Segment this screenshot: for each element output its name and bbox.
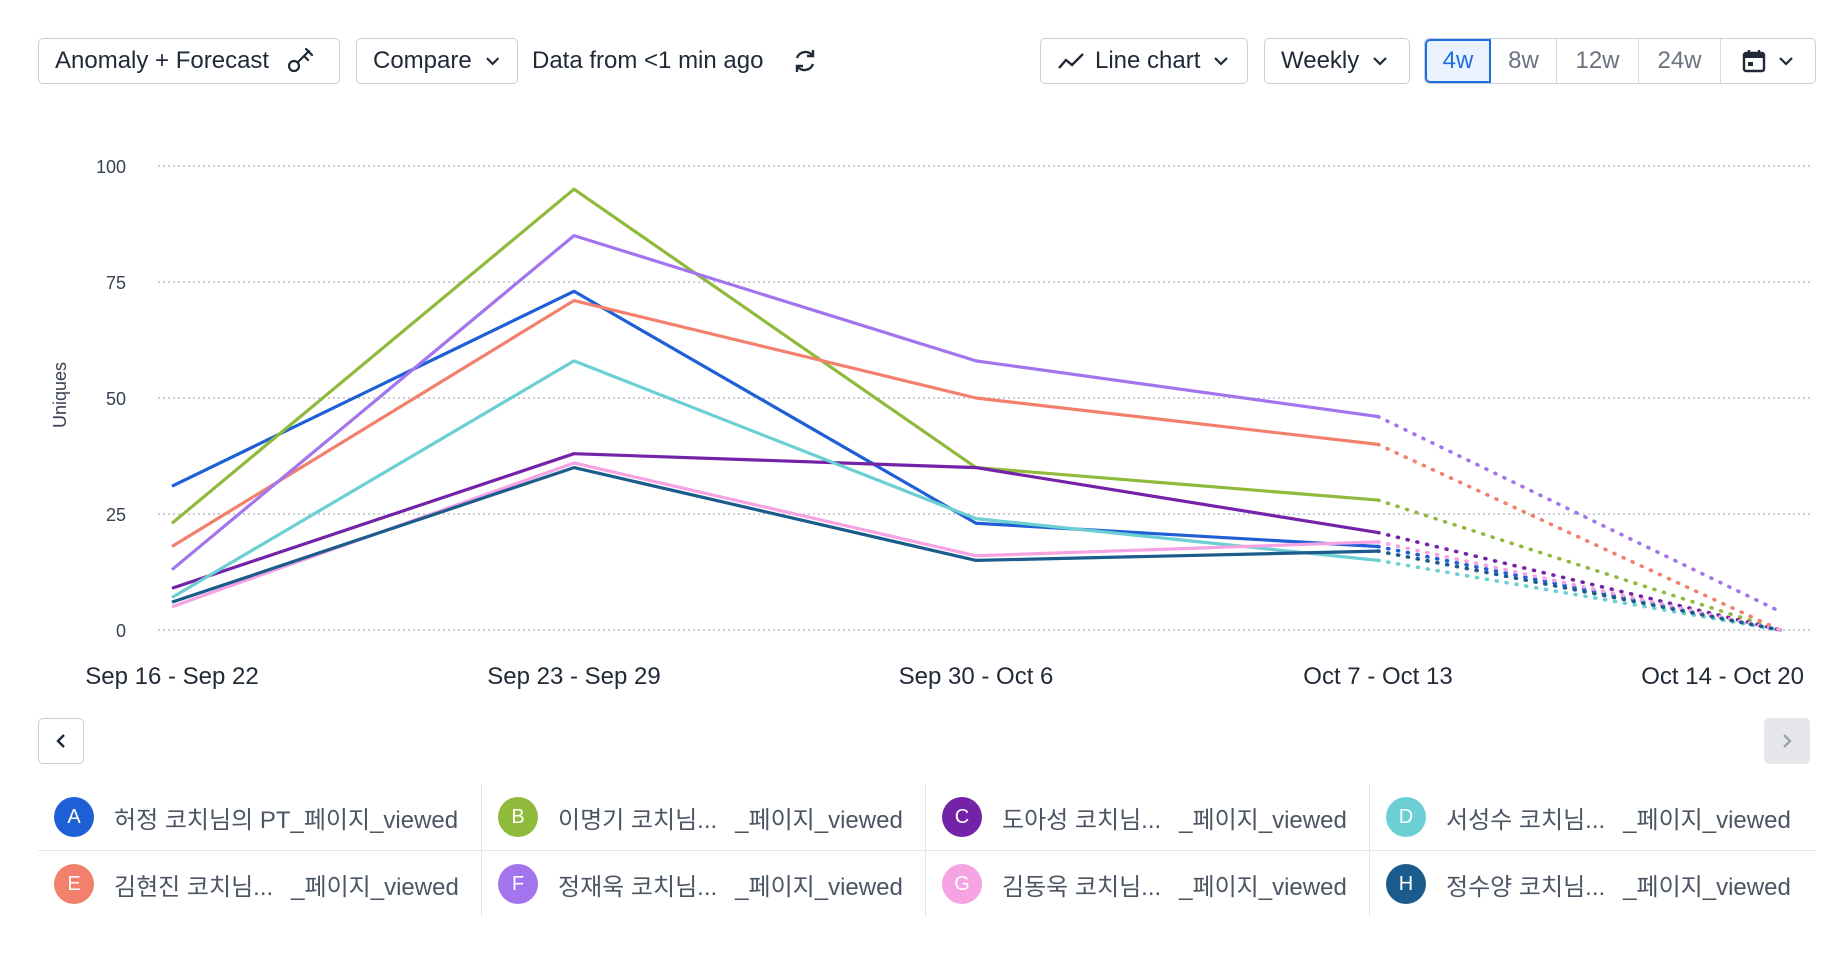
series-name: 허정 코치님의 PT_페이지_viewed	[114, 806, 459, 834]
prev-page-button[interactable]	[38, 718, 84, 764]
forecast-line-h	[1376, 549, 1782, 632]
line-chart: 0 25 50 75 100 Uniques Sep 16 - Sep 22 Sep 23…	[50, 157, 1810, 690]
series-badge: D	[1386, 797, 1426, 837]
chevron-right-icon	[1783, 734, 1792, 748]
anomaly-forecast-label: Anomaly + Forecast	[55, 47, 270, 74]
range-8w[interactable]: 8w	[1491, 39, 1557, 83]
series-suffix: _페이지_viewed	[291, 873, 459, 901]
y-axis-label: Uniques	[50, 362, 70, 428]
x-tick-label: Sep 23 - Sep 29	[487, 663, 660, 690]
x-tick-label: Oct 7 - Oct 13	[1303, 663, 1452, 690]
legend-item-h[interactable]: H 정수양 코치님... _페이지_viewed	[1370, 851, 1814, 917]
interval-dropdown[interactable]: Weekly	[1264, 38, 1410, 84]
forecast-line-f	[1376, 414, 1782, 614]
calendar-icon	[1742, 50, 1766, 73]
chart-type-dropdown[interactable]: Line chart	[1040, 38, 1248, 84]
legend-item-a[interactable]: A 허정 코치님의 PT_페이지_viewed	[38, 784, 482, 850]
series-suffix: _페이지_viewed	[1623, 806, 1791, 834]
chevron-down-icon	[1214, 57, 1229, 66]
range-12w[interactable]: 12w	[1557, 39, 1639, 83]
series-badge: C	[942, 797, 982, 837]
x-tick-label: Oct 14 - Oct 20	[1641, 663, 1804, 690]
series-suffix: _페이지_viewed	[735, 873, 903, 901]
legend-item-g[interactable]: G 김동욱 코치님... _페이지_viewed	[926, 851, 1370, 917]
series-line-b[interactable]	[170, 187, 1379, 525]
x-tick-label: Sep 30 - Oct 6	[899, 663, 1054, 690]
series-suffix: _페이지_viewed	[1179, 806, 1347, 834]
legend-row: A 허정 코치님의 PT_페이지_viewed B 이명기 코치님... _페이…	[38, 784, 1816, 851]
chart-type-label: Line chart	[1095, 47, 1201, 74]
chevron-down-icon	[485, 57, 499, 66]
forecast-line-g	[1376, 540, 1782, 632]
series-badge: G	[942, 864, 982, 904]
series-name: 도아성 코치님...	[1002, 806, 1162, 834]
compare-button[interactable]: Compare	[356, 38, 518, 84]
refresh-icon[interactable]	[790, 46, 820, 76]
date-range-selector: 4w 8w 12w 24w	[1424, 38, 1816, 84]
forecast-line-e	[1376, 442, 1782, 632]
series-badge: B	[498, 797, 538, 837]
series-badge: H	[1386, 864, 1426, 904]
chevron-down-icon	[1779, 57, 1793, 66]
y-tick-label: 0	[116, 621, 126, 641]
legend-item-f[interactable]: F 정재욱 코치님... _페이지_viewed	[482, 851, 926, 917]
series-name: 김현진 코치님...	[114, 873, 274, 901]
series-name: 정수양 코치님...	[1446, 873, 1606, 901]
range-4w[interactable]: 4w	[1425, 39, 1491, 83]
legend-item-e[interactable]: E 김현진 코치님... _페이지_viewed	[38, 851, 482, 917]
series-name: 서성수 코치님...	[1446, 806, 1606, 834]
series-badge: F	[498, 864, 538, 904]
series-badge: E	[54, 864, 94, 904]
range-24w[interactable]: 24w	[1639, 39, 1721, 83]
series-line-d[interactable]	[171, 359, 1379, 599]
series-line-c[interactable]	[171, 452, 1379, 590]
y-tick-label: 25	[106, 505, 126, 525]
legend-item-c[interactable]: C 도아성 코치님... _페이지_viewed	[926, 784, 1370, 850]
line-chart-icon	[1058, 53, 1084, 69]
series-suffix: _페이지_viewed	[1623, 873, 1791, 901]
series-badge: A	[54, 797, 94, 837]
series-line-h[interactable]	[171, 466, 1379, 604]
next-page-button[interactable]	[1764, 718, 1810, 764]
x-tick-label: Sep 16 - Sep 22	[85, 663, 258, 690]
y-tick-label: 75	[106, 273, 126, 293]
series-line-e[interactable]	[171, 298, 1379, 548]
chevron-left-icon	[56, 734, 65, 748]
calendar-picker-button[interactable]	[1721, 39, 1815, 83]
series-name: 이명기 코치님...	[558, 806, 718, 834]
interval-label: Weekly	[1281, 47, 1360, 74]
forecast-line-b	[1376, 498, 1782, 632]
legend: A 허정 코치님의 PT_페이지_viewed B 이명기 코치님... _페이…	[38, 784, 1816, 917]
series-suffix: _페이지_viewed	[735, 806, 903, 834]
toolbar: Anomaly + Forecast Compare Data from <1 …	[0, 0, 1846, 120]
series-suffix: _페이지_viewed	[1179, 873, 1347, 901]
series-name: 정재욱 코치님...	[558, 873, 718, 901]
magic-wand-icon	[287, 47, 314, 73]
data-freshness-status: Data from <1 min ago	[532, 47, 764, 74]
chevron-down-icon	[1373, 57, 1388, 66]
y-tick-label: 100	[96, 157, 126, 177]
series-line-f[interactable]	[170, 233, 1379, 571]
legend-item-b[interactable]: B 이명기 코치님... _페이지_viewed	[482, 784, 926, 850]
compare-label: Compare	[373, 47, 472, 74]
anomaly-forecast-button[interactable]: Anomaly + Forecast	[38, 38, 340, 84]
series-name: 김동욱 코치님...	[1002, 873, 1162, 901]
forecast-line-c	[1376, 530, 1782, 632]
legend-item-d[interactable]: D 서성수 코치님... _페이지_viewed	[1370, 784, 1814, 850]
series-line-a[interactable]	[171, 289, 1379, 549]
legend-row: E 김현진 코치님... _페이지_viewed F 정재욱 코치님... _페…	[38, 851, 1816, 917]
forecast-line-d	[1376, 558, 1782, 632]
y-tick-label: 50	[106, 389, 126, 409]
